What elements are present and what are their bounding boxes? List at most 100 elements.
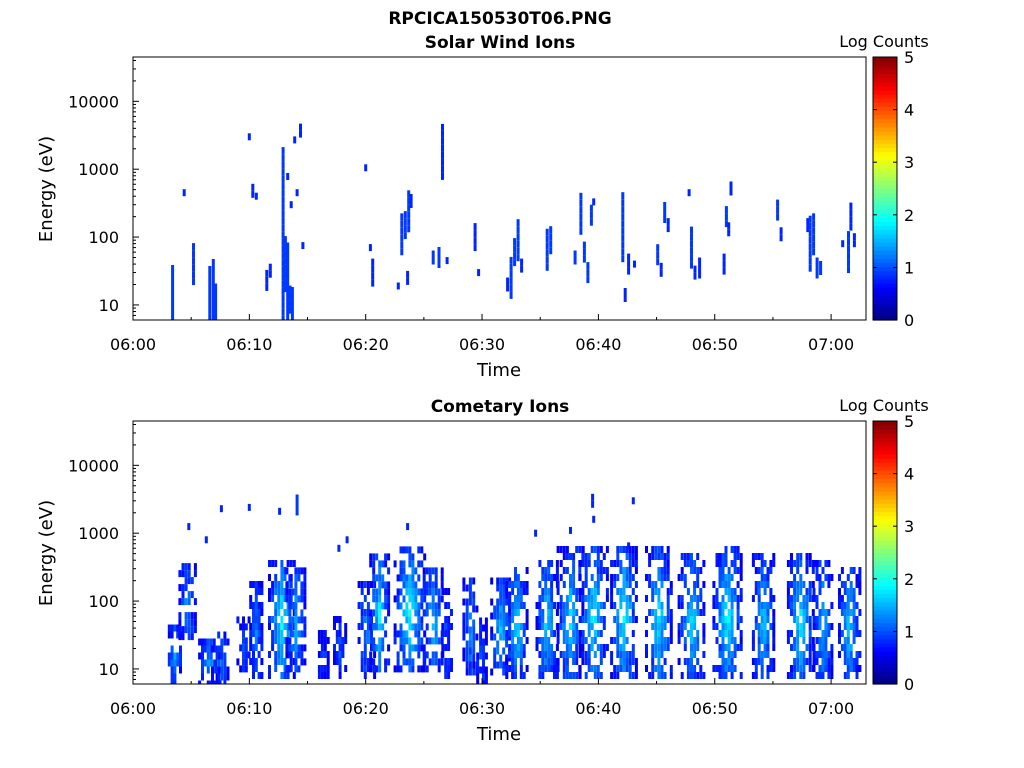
count-cell — [613, 672, 617, 679]
count-cell — [677, 658, 681, 665]
count-cell — [763, 651, 767, 658]
count-cell — [578, 588, 582, 595]
count-cell — [187, 591, 191, 599]
count-cell — [375, 595, 379, 603]
count-cell — [616, 560, 620, 567]
count-cell — [254, 644, 258, 651]
colorbar-swatch — [873, 283, 897, 288]
count-cell — [417, 602, 421, 610]
count-cell — [300, 630, 304, 638]
count-cell — [827, 651, 831, 658]
count-cell — [268, 263, 272, 271]
count-cell — [628, 651, 632, 658]
count-cell — [337, 544, 341, 552]
count-cell — [724, 560, 728, 567]
count-cell — [375, 623, 379, 631]
count-cell — [423, 595, 427, 603]
count-cell — [431, 567, 435, 575]
colorbar-swatch — [873, 441, 897, 447]
count-cell — [201, 659, 204, 667]
count-cell — [663, 637, 667, 644]
count-cell — [727, 658, 731, 665]
count-cell — [693, 609, 697, 616]
count-cell — [297, 616, 301, 624]
count-cell — [218, 652, 222, 660]
count-cell — [852, 637, 856, 644]
count-cell — [587, 553, 591, 560]
count-cell — [217, 631, 221, 639]
count-cell — [217, 673, 221, 681]
count-cell — [499, 612, 503, 620]
count-cell — [657, 574, 661, 581]
count-cell — [590, 574, 594, 581]
count-cell — [290, 308, 294, 315]
count-cell — [522, 644, 526, 651]
count-cell — [702, 630, 706, 637]
count-cell — [335, 616, 339, 623]
count-cell — [846, 588, 850, 595]
count-cell — [627, 260, 631, 268]
count-cell — [281, 154, 285, 162]
count-cell — [444, 658, 448, 665]
count-cell — [360, 588, 364, 595]
count-cell — [190, 626, 194, 634]
count-cell — [718, 560, 722, 567]
count-cell — [422, 574, 426, 582]
count-cell — [763, 644, 767, 651]
count-cell — [484, 673, 488, 681]
count-cell — [288, 602, 292, 610]
count-cell — [399, 665, 403, 673]
count-cell — [468, 577, 472, 585]
count-cell — [375, 602, 379, 610]
count-cell — [628, 595, 632, 602]
count-cell — [475, 605, 479, 613]
count-cell — [631, 651, 635, 658]
count-cell — [852, 616, 856, 623]
count-cell — [843, 609, 847, 616]
count-cell — [680, 616, 684, 623]
colorbar-swatch — [873, 122, 897, 128]
count-cell — [282, 336, 285, 343]
count-cell — [366, 630, 370, 637]
count-cell — [549, 233, 553, 241]
count-cell — [547, 665, 551, 672]
count-cell — [441, 144, 444, 152]
count-cell — [320, 665, 324, 672]
count-cell — [402, 609, 406, 617]
count-cell — [406, 277, 410, 285]
count-cell — [587, 623, 591, 630]
count-cell — [858, 574, 862, 581]
count-cell — [402, 546, 406, 554]
count-cell — [793, 560, 797, 567]
count-cell — [462, 598, 466, 606]
count-cell — [815, 567, 819, 574]
count-cell — [472, 640, 476, 648]
colorbar-swatch — [873, 540, 897, 545]
count-cell — [286, 560, 290, 567]
count-cell — [271, 588, 275, 595]
count-cell — [547, 644, 551, 651]
count-cell — [757, 567, 761, 574]
count-cell — [396, 282, 400, 290]
count-cell — [852, 233, 856, 241]
count-cell — [680, 595, 684, 602]
count-cell — [520, 258, 524, 266]
count-cell — [622, 644, 626, 651]
count-cell — [733, 560, 737, 567]
count-cell — [431, 637, 435, 645]
count-cell — [559, 609, 563, 616]
count-cell — [472, 605, 476, 613]
count-cell — [757, 602, 761, 609]
count-cell — [511, 672, 515, 679]
count-cell — [808, 257, 812, 265]
count-cell — [575, 546, 579, 553]
count-cell — [247, 503, 251, 511]
count-cell — [479, 652, 483, 660]
count-cell — [396, 602, 400, 610]
count-cell — [628, 574, 632, 581]
count-cell — [538, 651, 542, 658]
count-cell — [586, 276, 590, 284]
count-cell — [593, 581, 597, 588]
count-cell — [812, 234, 816, 242]
count-cell — [420, 637, 424, 645]
